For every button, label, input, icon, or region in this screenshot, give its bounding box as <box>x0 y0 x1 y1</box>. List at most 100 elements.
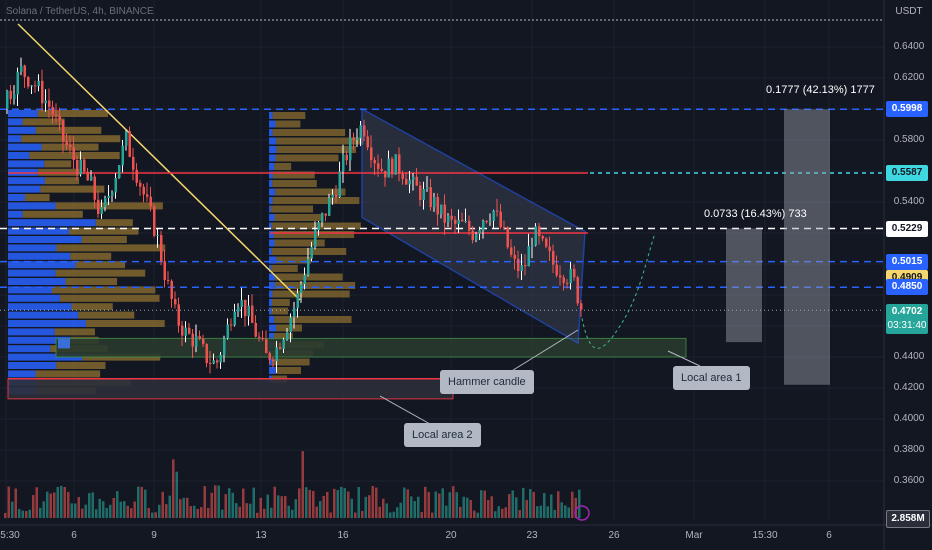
price-tick-label: 0.3800 <box>893 444 925 455</box>
volume-profile-bar <box>22 118 65 126</box>
time-tick-label: 6 <box>71 530 77 541</box>
volume-profile-bar <box>274 214 323 221</box>
volume-bar <box>21 510 24 518</box>
local-area-1-callout[interactable]: Local area 1 <box>673 366 750 390</box>
volume-bar <box>424 486 427 518</box>
volume-bar <box>158 504 161 518</box>
candle-body <box>475 233 478 241</box>
candle-body <box>370 147 373 161</box>
volume-bar <box>434 491 437 518</box>
volume-bar <box>42 501 45 518</box>
candle-body <box>314 230 317 248</box>
volume-profile-bar <box>40 185 105 193</box>
candle-body <box>62 120 65 142</box>
candle-body <box>331 194 334 198</box>
price-tick-label: 0.3600 <box>893 475 925 486</box>
volume-profile-bar <box>70 252 112 260</box>
volume-profile-bar <box>269 188 276 196</box>
volume-bar <box>329 512 332 518</box>
candle-body <box>69 145 72 148</box>
volume-profile-bar <box>8 143 42 151</box>
volume-bar <box>263 508 266 518</box>
volume-profile-bar <box>273 231 355 238</box>
volume-profile-bar <box>8 269 56 277</box>
candle-body <box>219 354 222 363</box>
volume-bar <box>137 486 140 518</box>
volume-bar <box>203 486 206 518</box>
volume-profile-bar <box>54 328 95 336</box>
volume-bar <box>396 507 399 518</box>
volume-bar <box>368 495 371 518</box>
candle-body <box>135 169 138 183</box>
candle-body <box>34 85 37 87</box>
volume-bar <box>70 503 73 518</box>
candle-body <box>48 100 51 107</box>
candle-body <box>461 219 464 222</box>
descending-trendline <box>17 23 301 301</box>
candle-body <box>167 279 170 281</box>
candle-body <box>149 196 152 207</box>
candle-body <box>223 338 226 355</box>
candle-body <box>356 138 359 140</box>
volume-bar <box>333 488 336 518</box>
volume-bar <box>399 502 402 518</box>
time-tick-label: 16 <box>337 530 349 541</box>
volume-bar <box>63 486 66 518</box>
volume-bar <box>557 491 560 518</box>
candle-body <box>342 154 345 172</box>
volume-bar <box>235 503 238 518</box>
candle-body <box>377 163 380 169</box>
time-tick-label: 23 <box>526 530 538 541</box>
volume-profile-bar <box>269 239 275 247</box>
volume-bar <box>504 507 507 518</box>
volume-profile-bar <box>8 252 71 260</box>
volume-profile-bar <box>51 286 156 294</box>
volume-profile-bar <box>55 202 163 210</box>
volume-profile-bar <box>35 126 102 134</box>
candle-body <box>55 114 58 116</box>
volume-bar <box>539 505 542 518</box>
candle-body <box>16 71 19 95</box>
candle-body <box>310 247 313 259</box>
price-level-tag: 0.4850 <box>886 279 928 296</box>
candle-body <box>440 204 443 215</box>
volume-bar <box>448 492 451 518</box>
volume-bar <box>53 492 56 518</box>
volume-bar <box>91 492 94 518</box>
volume-profile-bar <box>8 303 72 311</box>
volume-bar <box>189 506 192 518</box>
candle-body <box>429 187 432 208</box>
volume-bar <box>336 490 339 518</box>
volume-bar <box>413 501 416 518</box>
candle-body <box>300 284 303 294</box>
volume-profile-bar <box>8 185 41 193</box>
volume-bar <box>375 487 378 518</box>
volume-bar <box>483 490 486 518</box>
volume-bar <box>224 494 227 518</box>
volume-bar <box>476 512 479 518</box>
candle-body <box>65 141 68 146</box>
volume-bar <box>280 496 283 518</box>
candle-body <box>359 125 362 139</box>
volume-profile-bar <box>8 135 22 143</box>
volume-bar <box>221 509 224 518</box>
volume-bar <box>518 510 521 518</box>
candle-body <box>27 76 30 87</box>
volume-bar <box>284 495 287 518</box>
volume-profile-bar <box>274 239 325 247</box>
volume-bar <box>200 507 203 518</box>
candle-body <box>464 220 467 222</box>
volume-profile-bar <box>274 163 292 170</box>
volume-bar <box>417 496 420 518</box>
volume-bar <box>105 507 108 518</box>
candle-body <box>324 213 327 216</box>
local-area-2-callout[interactable]: Local area 2 <box>404 423 481 447</box>
candle-body <box>513 254 516 259</box>
volume-bar <box>441 488 444 518</box>
volume-profile-bar <box>8 370 36 378</box>
volume-profile-bar <box>8 320 86 327</box>
volume-bar <box>144 489 147 518</box>
volume-profile-bar <box>271 307 289 315</box>
hammer-candle-callout[interactable]: Hammer candle <box>440 370 534 394</box>
